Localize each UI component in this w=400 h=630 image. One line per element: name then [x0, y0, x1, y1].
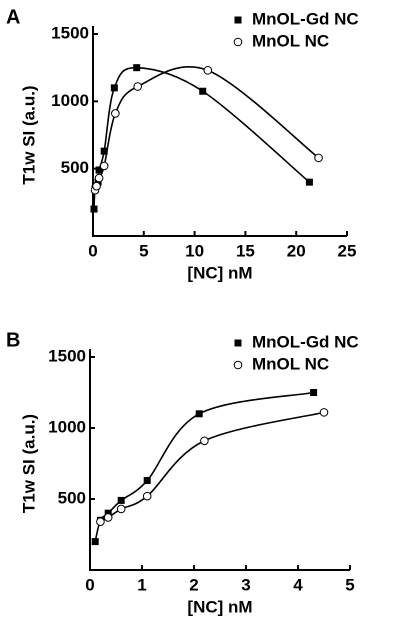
point: [90, 205, 98, 213]
x-tick-label: 25: [338, 241, 357, 260]
point: [143, 477, 151, 485]
x-tick-label: 10: [185, 241, 204, 260]
x-axis-label: [NC] nM: [187, 597, 252, 616]
point: [200, 436, 209, 446]
point: [142, 491, 152, 501]
x-tick-label: 0: [88, 241, 97, 260]
point: [117, 496, 125, 504]
point: [314, 153, 323, 163]
x-tick-label: 15: [236, 241, 255, 260]
x-tick-label: 20: [287, 241, 306, 260]
legend-label: MnOL NC: [252, 31, 329, 50]
legend-label: MnOL NC: [252, 354, 329, 373]
point: [305, 178, 313, 186]
legend-marker: [233, 360, 243, 370]
y-axis-label: T1w SI (a.u.): [19, 414, 38, 513]
legend-marker: [233, 37, 243, 47]
point: [110, 84, 118, 92]
point: [99, 161, 109, 171]
point: [103, 513, 113, 522]
y-tick-label: 1000: [48, 417, 86, 436]
point: [100, 147, 108, 155]
y-tick-label: 1500: [48, 346, 86, 365]
panel-label: A: [6, 6, 20, 28]
x-tick-label: 0: [85, 575, 94, 594]
series-line: [94, 391, 314, 542]
point: [91, 538, 99, 546]
y-axis-label: T1w SI (a.u.): [19, 85, 38, 184]
series-line: [94, 65, 320, 191]
point: [319, 408, 329, 417]
series-line: [100, 411, 325, 523]
point: [94, 173, 104, 183]
y-tick-label: 1500: [51, 23, 89, 42]
x-tick-label: 5: [345, 575, 354, 594]
point: [96, 517, 105, 527]
legend-label: MnOL-Gd NC: [252, 9, 359, 28]
x-tick-label: 1: [137, 575, 146, 594]
y-tick-label: 500: [61, 158, 89, 177]
point: [116, 504, 126, 514]
panel-label: B: [6, 329, 20, 351]
x-axis-label: [NC] nM: [187, 263, 252, 282]
point: [95, 166, 103, 174]
y-tick-label: 1000: [51, 91, 89, 110]
legend-marker: [234, 339, 242, 347]
point: [310, 389, 318, 396]
point: [111, 109, 120, 118]
x-tick-label: 3: [241, 575, 250, 594]
x-tick-label: 2: [189, 575, 198, 594]
x-tick-label: 4: [293, 575, 303, 594]
point: [133, 82, 143, 91]
legend-marker: [234, 16, 242, 24]
y-tick-label: 500: [58, 488, 86, 507]
point: [195, 410, 203, 418]
x-tick-label: 5: [139, 241, 148, 260]
point: [92, 181, 101, 191]
legend-label: MnOL-Gd NC: [252, 332, 359, 351]
point: [203, 66, 213, 75]
point: [133, 64, 141, 72]
point: [199, 87, 207, 95]
